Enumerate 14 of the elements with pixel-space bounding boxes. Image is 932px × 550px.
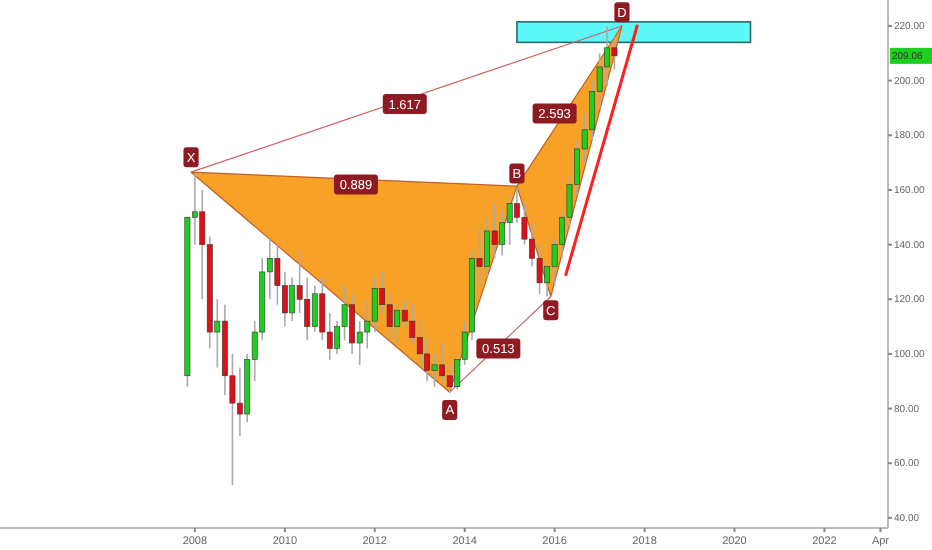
candlestick	[237, 366, 243, 437]
candlestick	[604, 25, 610, 87]
candlestick	[394, 303, 401, 344]
candlestick	[491, 202, 498, 260]
candlestick	[431, 353, 438, 388]
candlestick	[289, 276, 296, 322]
candlestick	[499, 211, 506, 257]
candlestick	[371, 276, 378, 333]
candlestick	[304, 276, 311, 342]
candlestick	[611, 36, 618, 71]
candlestick	[311, 284, 318, 333]
candlestick	[349, 292, 355, 355]
candlestick	[439, 342, 445, 383]
candlestick	[484, 216, 490, 279]
